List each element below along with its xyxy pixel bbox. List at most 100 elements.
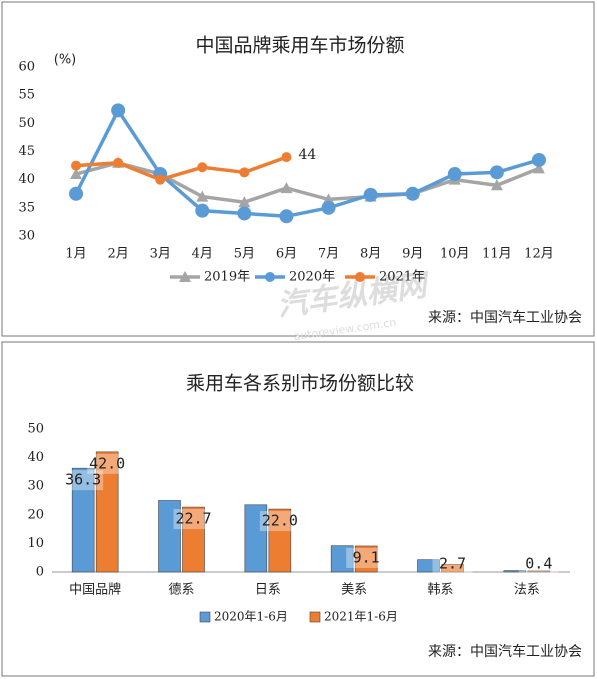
legend-label: 2020年1-6月: [214, 610, 288, 624]
x-tick-label: 9月: [402, 247, 423, 262]
marker: [113, 157, 124, 168]
source: 来源：中国汽车工业协会: [428, 309, 582, 326]
data-label: 42.0: [89, 454, 125, 472]
marker: [111, 103, 126, 118]
x-tick-label: 11月: [482, 247, 512, 262]
label-bg: [63, 470, 104, 491]
x-tick-label: 2月: [107, 247, 128, 262]
y-tick-label: 20: [27, 507, 44, 522]
data-label: 36.3: [65, 471, 101, 489]
data-label: 22.7: [175, 510, 211, 528]
marker: [197, 162, 208, 173]
data-label: 2.7: [439, 555, 466, 573]
series-line: [74, 106, 540, 219]
bar: [158, 500, 181, 573]
x-tick-label: 日系: [255, 583, 281, 598]
marker: [489, 165, 504, 180]
marker: [490, 179, 503, 191]
marker: [195, 203, 210, 218]
legend-label: 2021年1-6月: [324, 610, 398, 624]
x-tick-label: 10月: [440, 247, 470, 262]
x-tick-label: 韩系: [427, 583, 453, 598]
bar: [417, 559, 440, 573]
series-line: [75, 155, 288, 182]
legend-label: 2019年: [204, 270, 250, 285]
data-label: 0.4: [525, 555, 552, 573]
bar: [441, 563, 464, 573]
legend-swatch: [265, 272, 275, 282]
bar: [527, 570, 551, 573]
label-bg: [346, 547, 387, 568]
marker: [69, 186, 84, 201]
x-tick-label: 美系: [341, 583, 367, 598]
x-tick-label: 法系: [514, 583, 540, 598]
x-tick-label: 7月: [318, 247, 339, 262]
marker: [321, 200, 336, 215]
x-tick-label: 12月: [524, 247, 554, 262]
label-bg: [87, 453, 128, 474]
chart-title: 乘用车各系别市场份额比较: [186, 373, 414, 395]
x-tick-label: 中国品牌: [69, 582, 121, 598]
legend-swatch: [199, 611, 211, 623]
y-tick-label: 30: [27, 479, 44, 494]
axis-label: (%): [54, 53, 77, 68]
y-tick-label: 30: [18, 229, 35, 244]
legend-label: 2020年: [289, 270, 335, 285]
y-tick-label: 40: [18, 172, 35, 187]
data-label: 9.1: [353, 548, 380, 566]
label-bg: [518, 554, 559, 574]
marker: [363, 187, 378, 202]
bar: [330, 545, 354, 573]
x-tick-label: 6月: [276, 247, 297, 262]
marker: [70, 168, 83, 180]
legend-label: 2021年: [379, 270, 425, 285]
x-tick-label: 3月: [150, 247, 171, 262]
y-tick-label: 10: [27, 536, 44, 551]
marker: [405, 186, 420, 201]
y-tick-label: 50: [18, 116, 35, 131]
marker: [155, 174, 166, 185]
marker: [447, 167, 462, 182]
legend-swatch: [355, 272, 365, 282]
marker: [279, 209, 294, 224]
bar: [354, 545, 378, 573]
marker: [196, 190, 209, 202]
y-tick-label: 50: [27, 422, 44, 437]
marker: [238, 196, 251, 208]
y-tick-label: 35: [18, 200, 35, 215]
bar: [71, 467, 95, 573]
marker: [531, 152, 546, 167]
bar: [244, 504, 268, 573]
x-tick-label: 4月: [192, 247, 213, 262]
data-label: 22.0: [262, 512, 298, 530]
marker: [237, 206, 252, 221]
y-tick-label: 40: [27, 450, 44, 465]
y-tick-label: 0: [36, 565, 44, 580]
y-tick-label: 60: [18, 60, 35, 75]
label-bg: [173, 509, 214, 530]
chart-title: 中国品牌乘用车市场份额: [195, 35, 404, 57]
marker: [239, 167, 250, 178]
label-bg: [432, 554, 473, 574]
legend-swatch: [309, 611, 321, 623]
x-tick-label: 5月: [234, 247, 255, 262]
source: 来源：中国汽车工业协会: [428, 643, 582, 660]
series-line: [75, 160, 540, 204]
bar: [268, 508, 292, 573]
marker: [71, 160, 82, 171]
marker: [532, 162, 545, 174]
marker: [281, 152, 292, 163]
marker: [280, 182, 293, 194]
bar: [503, 570, 527, 573]
x-tick-label: 德系: [168, 583, 194, 598]
data-label: 44: [298, 147, 316, 163]
bar: [95, 451, 119, 573]
legend-swatch: [179, 271, 191, 282]
label-bg: [259, 511, 300, 532]
x-tick-label: 8月: [360, 247, 381, 262]
bar: [182, 506, 205, 573]
y-tick-label: 45: [18, 144, 35, 159]
y-tick-label: 55: [18, 88, 35, 103]
x-tick-label: 1月: [65, 247, 86, 262]
